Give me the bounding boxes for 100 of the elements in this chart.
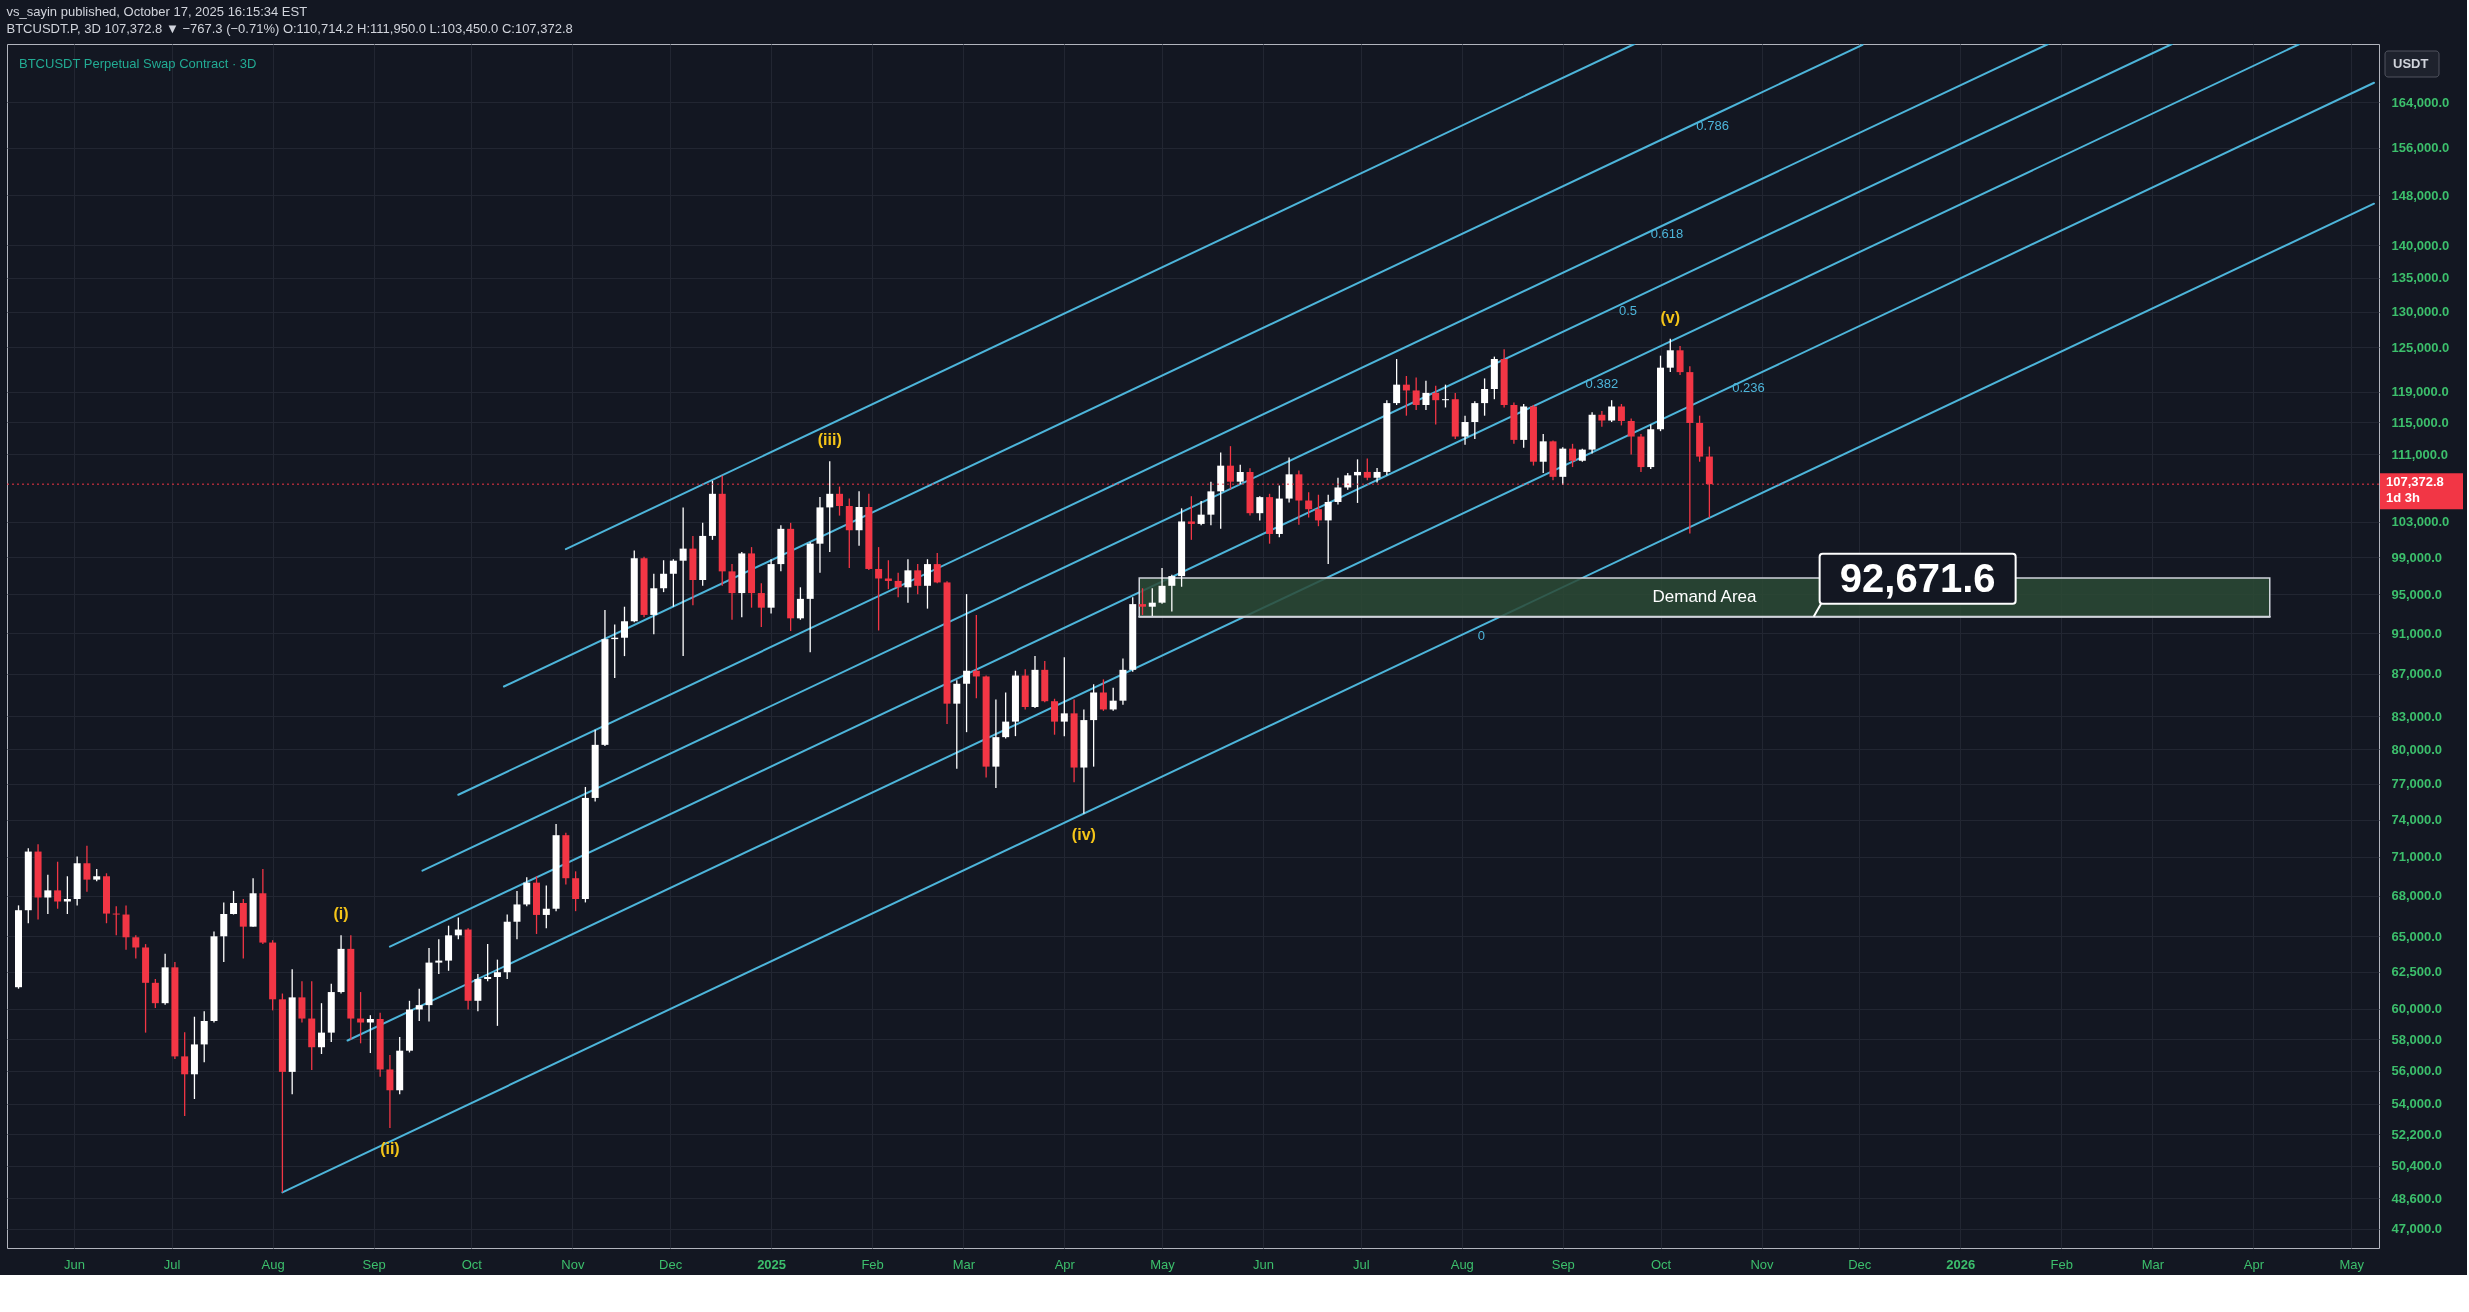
y-tick-label: 71,000.0 <box>2391 849 2443 865</box>
candlestick <box>298 980 306 1024</box>
annotation: (ii) <box>380 1140 400 1158</box>
y-tick-label: 56,000.0 <box>2391 1063 2443 1079</box>
chart-subtitle: BTCUSDT.P, 3D 107,372.8 ▼ −767.3 (−0.71%) O:110,714.2 H:111,950.0 L:103,450.0 C:107,372.8 <box>6 21 573 36</box>
candlestick <box>1432 384 1440 426</box>
candlestick <box>963 593 971 733</box>
candlestick <box>1187 495 1195 541</box>
candlestick <box>855 490 863 547</box>
x-tick-label: Jul <box>163 1256 181 1272</box>
candlestick <box>826 460 834 553</box>
candlestick <box>1627 417 1635 456</box>
candlestick <box>1158 567 1166 605</box>
x-tick-label: Mar <box>952 1256 976 1272</box>
y-tick-label: 54,000.0 <box>2391 1096 2443 1112</box>
candlestick <box>1148 587 1156 617</box>
candlestick <box>1207 481 1215 526</box>
candlestick <box>239 898 247 960</box>
candlestick <box>1324 494 1332 565</box>
series-label: 0.382 <box>1585 375 1619 391</box>
candlestick <box>474 973 482 1012</box>
x-tick-label: Aug <box>261 1256 285 1272</box>
y-tick-label: 95,000.0 <box>2391 586 2443 602</box>
candlestick <box>484 943 492 983</box>
candlestick <box>230 890 238 916</box>
x-tick-label: 2026 <box>1946 1256 1976 1272</box>
candlestick <box>1305 491 1313 519</box>
candlestick <box>1109 686 1117 712</box>
candlestick <box>953 679 961 770</box>
candlestick <box>122 904 130 951</box>
annotation: (i) <box>333 905 349 923</box>
candlestick <box>220 901 228 963</box>
x-tick-label: Apr <box>2243 1256 2265 1272</box>
candlestick <box>1373 467 1381 484</box>
y-tick-label: 115,000.0 <box>2391 414 2449 430</box>
series-label: 0.236 <box>1732 380 1765 396</box>
y-tick-label: 74,000.0 <box>2391 812 2443 828</box>
x-tick-label: 2025 <box>757 1256 787 1272</box>
candlestick <box>132 934 140 960</box>
y-tick-label: 58,000.0 <box>2391 1031 2443 1047</box>
candlestick <box>1666 338 1674 373</box>
y-tick-label: 99,000.0 <box>2391 549 2443 565</box>
candlestick <box>1441 384 1449 409</box>
y-tick-label: 62,500.0 <box>2391 964 2443 980</box>
candlestick <box>1256 495 1264 522</box>
y-tick-label: 111,000.0 <box>2391 446 2448 462</box>
candlestick <box>1051 698 1059 736</box>
chart-title: vs_sayin published, October 17, 2025 16:15:34 EST <box>6 4 308 19</box>
y-tick-label: 156,000.0 <box>2391 140 2450 156</box>
y-tick-label: 80,000.0 <box>2391 741 2443 757</box>
series-label: 0.618 <box>1650 225 1684 241</box>
x-tick-label: Sep <box>1551 1256 1575 1272</box>
x-tick-label: May <box>1150 1256 1176 1272</box>
candlestick <box>112 905 120 936</box>
annotation: (iii) <box>817 431 842 449</box>
x-tick-label: Oct <box>461 1256 483 1272</box>
x-tick-label: Dec <box>1848 1256 1872 1272</box>
candlestick <box>1099 678 1107 712</box>
candlestick <box>904 558 912 604</box>
data-label: 92,671.6 <box>1839 555 1996 600</box>
candlestick <box>54 861 62 910</box>
candlestick <box>1481 377 1489 417</box>
x-tick-label: Jul <box>1352 1256 1370 1272</box>
x-tick-label: Feb <box>861 1256 884 1272</box>
y-tick-label: 87,000.0 <box>2391 666 2443 682</box>
candlestick <box>542 884 550 929</box>
series-label: 0.5 <box>1618 303 1637 319</box>
candlestick <box>415 988 423 1022</box>
y-tick-label: 65,000.0 <box>2391 928 2443 944</box>
ref-line-label: 107,372.8 1d 3h <box>2386 474 2444 506</box>
y-tick-label: 119,000.0 <box>2391 384 2449 400</box>
x-tick-label: Feb <box>2050 1256 2073 1272</box>
y-tick-label: 83,000.0 <box>2391 708 2443 724</box>
y-tick-label: 48,600.0 <box>2391 1190 2443 1206</box>
candlestick <box>923 558 931 610</box>
candlestick <box>1197 500 1205 526</box>
series-label: 0.786 <box>1696 117 1729 133</box>
x-tick-label: Sep <box>362 1256 386 1272</box>
candlestick <box>1236 464 1244 485</box>
y-tick-label: 47,000.0 <box>2391 1221 2443 1237</box>
series-label: 0 <box>1477 627 1485 643</box>
annotation: BTCUSDT Perpetual Swap Contract · 3D <box>19 56 257 71</box>
candlestick <box>1363 457 1371 481</box>
y-tick-label: 135,000.0 <box>2391 270 2450 286</box>
candlestick <box>83 845 91 893</box>
candlestick <box>757 582 765 628</box>
candlestick <box>796 586 804 621</box>
candlestick <box>1569 443 1577 468</box>
y-tick-label: 125,000.0 <box>2391 339 2450 355</box>
candlestick <box>435 938 443 975</box>
candlestick <box>1412 376 1420 411</box>
candlestick <box>620 606 628 657</box>
candlestick <box>1139 587 1146 616</box>
candlestick <box>914 563 922 595</box>
candlestick <box>44 874 52 915</box>
candlestick <box>1617 403 1625 427</box>
x-tick-label: Nov <box>1750 1256 1775 1272</box>
candlestick <box>493 958 501 1027</box>
candlestick <box>1598 410 1606 428</box>
candlestick <box>63 875 71 915</box>
